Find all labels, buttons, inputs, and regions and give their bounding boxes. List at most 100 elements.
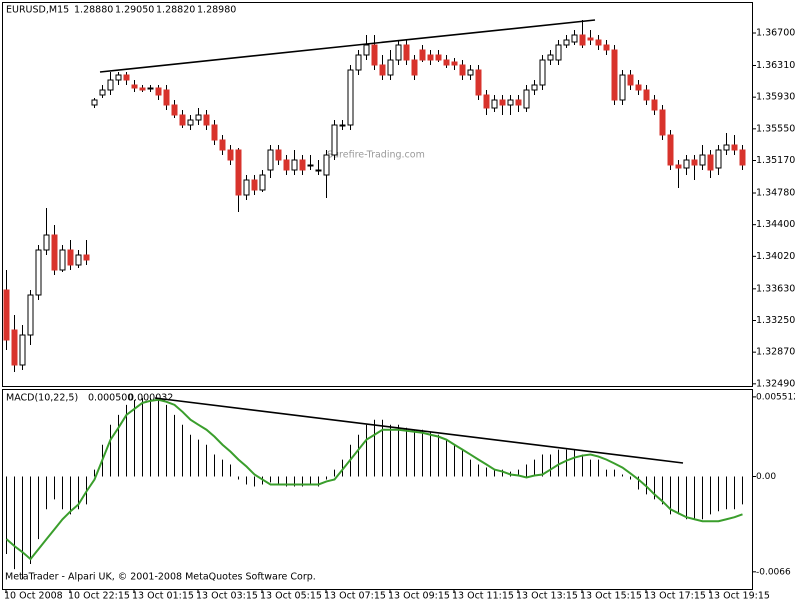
candle-body bbox=[555, 44, 562, 61]
candle-body bbox=[59, 249, 66, 271]
macd-panel bbox=[2, 389, 753, 590]
candle-body bbox=[435, 54, 442, 61]
candle-body bbox=[155, 87, 162, 96]
candle-body bbox=[67, 249, 74, 266]
candle-body bbox=[139, 87, 146, 91]
candle-body bbox=[467, 69, 474, 76]
candle-body bbox=[11, 329, 18, 366]
candle-body bbox=[659, 109, 666, 136]
candle-body bbox=[259, 174, 266, 191]
candle-body bbox=[371, 44, 378, 66]
candle-body bbox=[275, 149, 282, 161]
x-tick-label: 13 Oct 09:15 bbox=[388, 591, 450, 602]
candle-body bbox=[379, 64, 386, 76]
candle-body bbox=[147, 87, 154, 90]
candle-body bbox=[707, 154, 714, 171]
candle-body bbox=[731, 144, 738, 151]
candle-body bbox=[235, 149, 242, 196]
candle-body bbox=[27, 294, 34, 336]
candle-body bbox=[299, 159, 306, 171]
candle-body bbox=[675, 164, 682, 169]
candle-body bbox=[267, 149, 274, 171]
price-panel bbox=[2, 2, 753, 387]
candle-body bbox=[315, 169, 322, 172]
x-tick-label: 13 Oct 17:15 bbox=[644, 591, 706, 602]
y-tick-label: 1.35550 bbox=[756, 123, 795, 134]
candle-body bbox=[419, 49, 426, 61]
candle-body bbox=[683, 159, 690, 169]
candle-body bbox=[411, 59, 418, 76]
y-tick-label: 1.34780 bbox=[756, 188, 795, 199]
candle-body bbox=[691, 159, 698, 166]
candle-body bbox=[387, 59, 394, 76]
y-tick-label: 1.34400 bbox=[756, 219, 795, 230]
y-tick-label: 1.33250 bbox=[756, 315, 795, 326]
candle-body bbox=[611, 49, 618, 101]
y-tick-label: 1.36700 bbox=[756, 28, 795, 39]
candle-body bbox=[195, 114, 202, 121]
candle-body bbox=[635, 84, 642, 91]
candle-body bbox=[667, 134, 674, 166]
candle-body bbox=[75, 254, 82, 266]
candle-body bbox=[19, 334, 26, 366]
candle-body bbox=[363, 44, 370, 56]
candle-body bbox=[571, 34, 578, 43]
candle-body bbox=[123, 74, 130, 81]
candle-body bbox=[203, 114, 210, 126]
x-tick-label: 13 Oct 11:15 bbox=[452, 591, 514, 602]
candle-body bbox=[587, 37, 594, 41]
x-tick-label: 13 Oct 19:15 bbox=[708, 591, 770, 602]
candle-body bbox=[43, 234, 50, 251]
y-tick-label: -0.0066 bbox=[756, 567, 791, 577]
trend-line bbox=[154, 397, 684, 464]
signal-line bbox=[5, 398, 743, 561]
candle-body bbox=[83, 254, 90, 261]
candle-body bbox=[475, 69, 482, 96]
candle-body bbox=[99, 89, 106, 96]
candle-body bbox=[171, 104, 178, 116]
copyright: MetaTrader - Alpari UK, © 2001-2008 Meta… bbox=[5, 572, 316, 583]
x-tick-label: 13 Oct 07:15 bbox=[324, 591, 386, 602]
candle-body bbox=[35, 249, 42, 296]
candle-body bbox=[243, 179, 250, 196]
y-tick-label: 0.00 bbox=[756, 472, 776, 482]
candle-body bbox=[459, 64, 466, 76]
candle-body bbox=[515, 99, 522, 106]
candle-body bbox=[331, 124, 338, 156]
candle-body bbox=[563, 39, 570, 46]
candle-body bbox=[227, 149, 234, 161]
candle-body bbox=[651, 99, 658, 111]
candle-body bbox=[131, 84, 138, 89]
x-tick-label: 13 Oct 01:15 bbox=[132, 591, 194, 602]
candle-body bbox=[355, 54, 362, 71]
macd-title: MACD(10,22,5) bbox=[6, 393, 78, 404]
macd-value: 0.000500 bbox=[88, 393, 133, 404]
x-tick-label: 13 Oct 15:15 bbox=[580, 591, 642, 602]
candle-body bbox=[523, 89, 530, 109]
candle-body bbox=[187, 119, 194, 126]
candle-body bbox=[107, 79, 114, 91]
symbol-label: EURUSD,M15 bbox=[6, 5, 69, 16]
candle-body bbox=[395, 44, 402, 61]
candle-body bbox=[627, 74, 634, 86]
y-tick-label: 1.35930 bbox=[756, 92, 795, 103]
candle-body bbox=[251, 179, 258, 191]
candle-body bbox=[347, 69, 354, 126]
candle-body bbox=[507, 99, 514, 106]
watermark: Surefire-Trading.com bbox=[327, 150, 425, 161]
x-tick-label: 10 Oct 2008 bbox=[4, 591, 63, 602]
candle-body bbox=[283, 159, 290, 171]
marks: 1.36700 1.36310 1.35930 1.35550 1.35170 1.347… bbox=[3, 20, 795, 602]
candle-body bbox=[51, 234, 58, 271]
candle-body bbox=[211, 124, 218, 141]
candle-body bbox=[539, 59, 546, 86]
quote-high: 1.29050 bbox=[115, 5, 154, 16]
candle-body bbox=[643, 89, 650, 101]
candle-body bbox=[499, 99, 506, 106]
candle-body bbox=[723, 144, 730, 151]
candle-body bbox=[619, 74, 626, 101]
candle-body bbox=[715, 149, 722, 169]
candle-body bbox=[579, 34, 586, 46]
